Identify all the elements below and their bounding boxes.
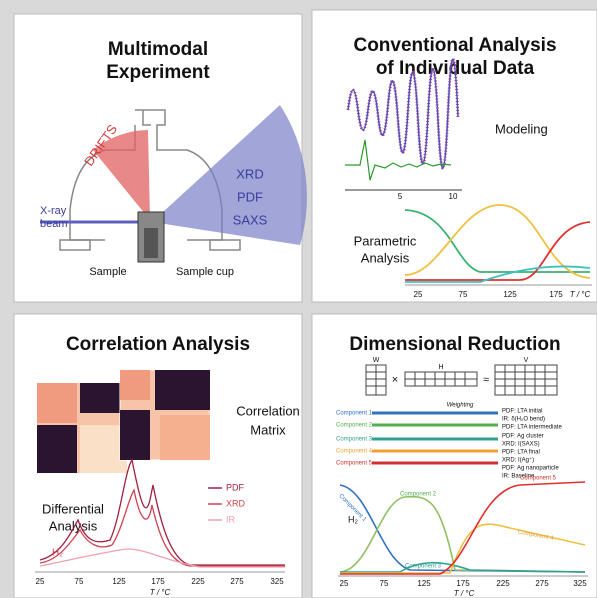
- curve-label: Component 3: [405, 564, 442, 570]
- component: Component 5: [336, 461, 373, 467]
- label: ×: [392, 374, 398, 386]
- tick-label: 275: [535, 579, 549, 588]
- tick-label: 175: [151, 577, 165, 586]
- title: Experiment: [106, 62, 210, 83]
- assignment: PDF: LTA intermediate: [502, 425, 562, 431]
- label: XRD: [236, 166, 263, 181]
- label: Sample cup: [176, 266, 234, 278]
- component: Component 2: [336, 423, 373, 429]
- label: Analysis: [361, 250, 410, 265]
- tick-label: 25: [340, 579, 349, 588]
- label: V: [524, 357, 529, 364]
- label: X-ray: [40, 205, 67, 217]
- label: SAXS: [233, 212, 268, 227]
- label: Weighting: [447, 403, 474, 409]
- matrix-icons: [365, 364, 558, 396]
- title: Multimodal: [108, 39, 208, 60]
- drifts-wedge: [93, 130, 150, 220]
- label: H: [438, 364, 443, 371]
- tick-label: 325: [573, 579, 587, 588]
- component-curves: [339, 481, 586, 575]
- label: Analysis: [49, 518, 98, 533]
- legend: PDF XRD IR: [208, 482, 246, 524]
- curve-label: Component 2: [400, 492, 437, 498]
- curve-label: Component 5: [520, 476, 557, 482]
- assignment: PDF: Ag cluster: [502, 434, 544, 440]
- component: Component 1: [336, 411, 373, 417]
- tick-label: 125: [417, 579, 431, 588]
- heatmap: [37, 383, 127, 473]
- tick-label: 75: [380, 579, 389, 588]
- tick-label: 325: [270, 577, 284, 586]
- tick-label: 25: [414, 290, 423, 299]
- legend-label: IR: [226, 514, 236, 524]
- panel: [311, 313, 597, 598]
- fit-model: [347, 58, 459, 169]
- assignment: XRD: I(SAXS): [502, 442, 540, 448]
- label: Correlation: [236, 403, 300, 418]
- label: beam: [40, 218, 68, 230]
- title: Conventional Analysis: [353, 35, 556, 56]
- label: Matrix: [250, 422, 286, 437]
- tick-label: 175: [456, 579, 470, 588]
- differential-curves: [39, 458, 285, 568]
- legend-label: PDF: [226, 482, 245, 492]
- axis-label: T / °C: [454, 589, 475, 598]
- tick-label: 10: [449, 192, 458, 201]
- parametric-curves: [404, 204, 591, 283]
- weight-bars: [372, 411, 498, 465]
- component: Component 3: [336, 437, 373, 443]
- title: Dimensional Reduction: [349, 334, 560, 355]
- residual: [345, 139, 452, 181]
- tick-label: 125: [112, 577, 126, 586]
- label: H₂: [348, 514, 358, 524]
- label: H₂: [52, 548, 63, 559]
- label: Parametric: [354, 233, 417, 248]
- scatter-wedge: [152, 105, 307, 245]
- tick-label: 25: [36, 577, 45, 586]
- assignment: IR: Baseline: [502, 474, 535, 480]
- assignment: IR: δ(H₂O bend): [502, 417, 545, 423]
- tick-label: 5: [398, 192, 403, 201]
- tick-label: 225: [496, 579, 510, 588]
- sample: [144, 228, 158, 258]
- axis-label: T / °C: [570, 290, 591, 299]
- title: Correlation Analysis: [66, 334, 250, 355]
- label: W: [373, 357, 380, 364]
- axis-label: T / °C: [150, 588, 171, 597]
- label: ≈: [483, 374, 489, 386]
- label: Sample: [89, 266, 126, 278]
- legend-label: XRD: [226, 498, 246, 508]
- tick-label: 225: [191, 577, 205, 586]
- label: Modeling: [495, 121, 548, 136]
- tick-label: 275: [230, 577, 244, 586]
- assignment: PDF: LTA initial: [502, 409, 542, 415]
- assignment: XRD: I(Ag⁺): [502, 457, 534, 464]
- label: PDF: [237, 189, 263, 204]
- tick-label: 175: [549, 290, 563, 299]
- tick-label: 125: [503, 290, 517, 299]
- assignment: PDF: Ag nanoparticle: [502, 466, 559, 472]
- label: Differential: [42, 501, 104, 516]
- tick-label: 75: [459, 290, 468, 299]
- tick-label: 75: [75, 577, 84, 586]
- component: Component 4: [336, 449, 373, 455]
- heatmap: [119, 369, 211, 461]
- assignment: PDF: LTA final: [502, 450, 540, 456]
